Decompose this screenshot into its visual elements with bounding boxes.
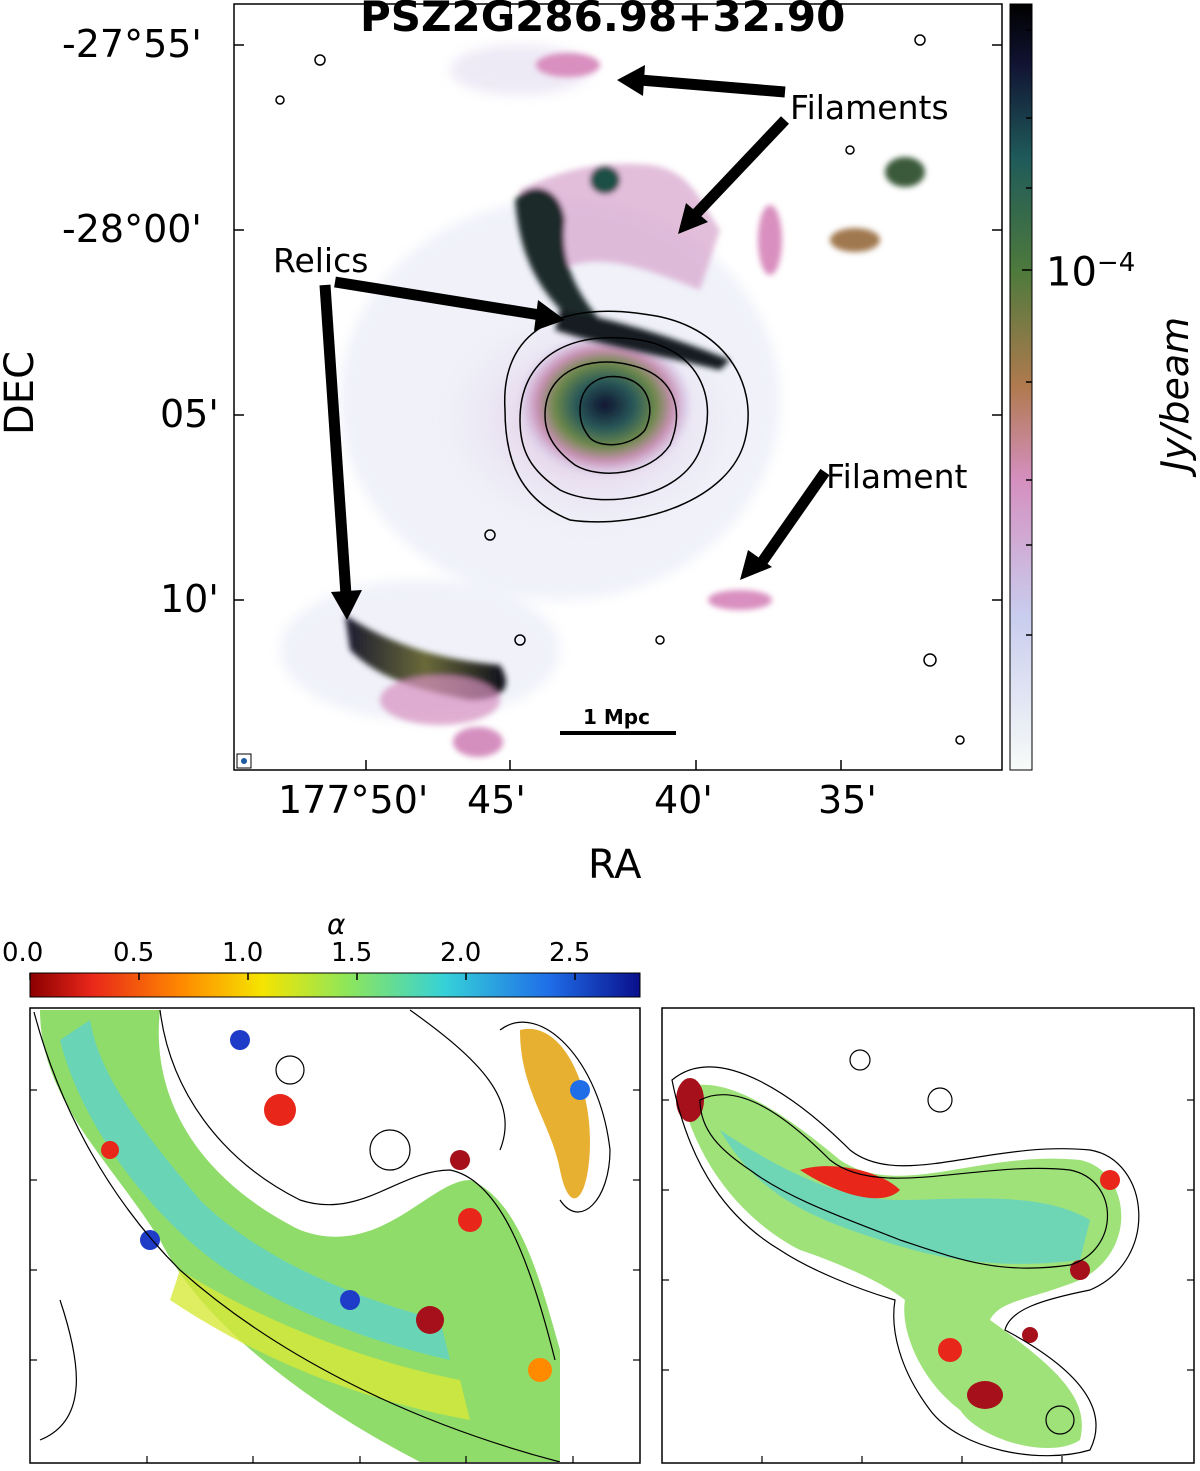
alpha-label: α bbox=[327, 908, 346, 941]
colorbar-label: Jy/beam bbox=[1153, 316, 1198, 472]
scale-bar-label: 1 Mpc bbox=[583, 705, 650, 729]
annotation-relics: Relics bbox=[273, 241, 369, 280]
xray-contours bbox=[275, 34, 965, 745]
beam-indicator bbox=[236, 753, 252, 769]
y-tick-4: 10' bbox=[160, 577, 219, 621]
alpha-tick-5: 2.0 bbox=[440, 938, 482, 968]
flux-colorbar bbox=[1009, 3, 1033, 771]
y-axis-title: DEC bbox=[0, 350, 44, 436]
x-axis-title: RA bbox=[588, 842, 642, 888]
spectral-index-map-relic bbox=[661, 1007, 1195, 1464]
southern-relic bbox=[345, 615, 506, 757]
alpha-tick-6: 2.5 bbox=[549, 938, 591, 968]
annotation-arrows bbox=[319, 65, 830, 620]
y-tick-1: -27°55' bbox=[62, 22, 202, 66]
x-tick-3: 40' bbox=[654, 778, 713, 822]
alpha-tick-1: 0.0 bbox=[2, 938, 44, 968]
spectral-index-map-north bbox=[29, 1007, 641, 1464]
x-tick-2: 45' bbox=[467, 778, 526, 822]
alpha-tick-4: 1.5 bbox=[331, 938, 373, 968]
top-axis-ticks bbox=[234, 4, 1002, 770]
alpha-tick-2: 0.5 bbox=[113, 938, 155, 968]
colorbar-tick-label: 10−4 bbox=[1046, 248, 1136, 296]
spectral-index-colorbar bbox=[29, 972, 641, 998]
y-tick-2: -28°00' bbox=[62, 207, 202, 251]
filaments-north bbox=[515, 53, 925, 610]
radio-map-panel bbox=[233, 3, 1003, 771]
x-tick-1: 177°50' bbox=[278, 778, 429, 822]
map-title: PSZ2G286.98+32.90 bbox=[360, 0, 846, 41]
annotation-filaments: Filaments bbox=[790, 88, 949, 127]
x-tick-4: 35' bbox=[818, 778, 877, 822]
annotation-filament: Filament bbox=[826, 457, 968, 496]
y-tick-3: 05' bbox=[160, 392, 219, 436]
alpha-tick-3: 1.0 bbox=[222, 938, 264, 968]
